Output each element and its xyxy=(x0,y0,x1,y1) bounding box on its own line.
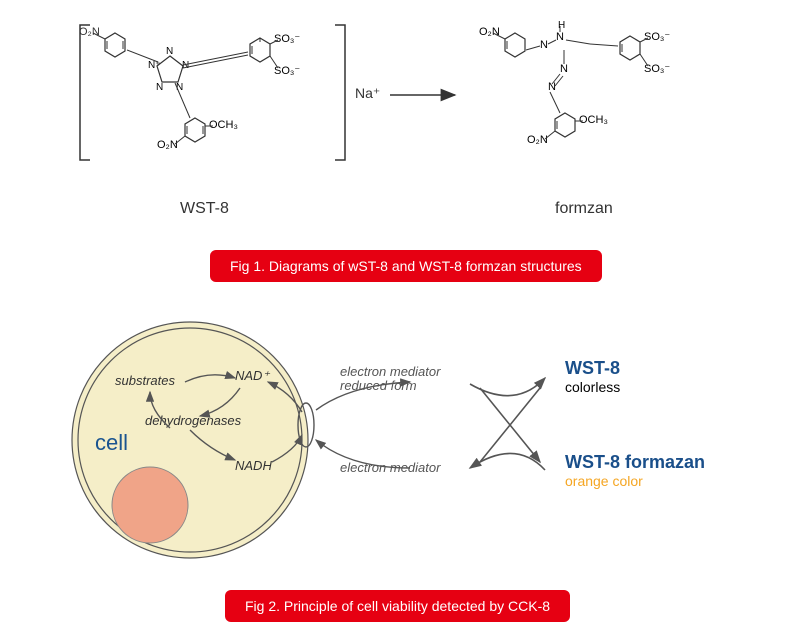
svg-text:H: H xyxy=(558,20,565,31)
svg-text:OCH₃: OCH₃ xyxy=(209,119,238,131)
svg-text:N⁺: N⁺ xyxy=(148,60,161,71)
fig1-caption: Fig 1. Diagrams of wST-8 and WST-8 formz… xyxy=(210,250,602,282)
nad-text: NAD⁺ xyxy=(235,368,270,383)
svg-text:N: N xyxy=(156,82,163,93)
svg-text:SO₃⁻: SO₃⁻ xyxy=(644,63,670,75)
formazan-orange: orange color xyxy=(565,473,705,489)
mediator-ox-text: electron mediator xyxy=(340,460,440,475)
svg-text:SO₃⁻: SO₃⁻ xyxy=(274,65,300,77)
formazan-name: WST-8 formazan xyxy=(565,452,705,473)
formazan-block: WST-8 formazan orange color xyxy=(565,452,705,489)
fig1-svg: O₂N N N N N N⁺ SO₃⁻ SO₃⁻ xyxy=(60,10,740,210)
svg-text:N: N xyxy=(560,63,568,75)
svg-text:SO₃⁻: SO₃⁻ xyxy=(274,33,300,45)
svg-text:O₂N: O₂N xyxy=(527,134,548,146)
svg-text:N: N xyxy=(556,31,564,43)
counterion-text: Na⁺ xyxy=(355,85,380,101)
nucleus xyxy=(112,467,188,543)
cell-text: cell xyxy=(95,430,128,455)
svg-text:O₂N: O₂N xyxy=(157,139,178,151)
fig2-svg: cell substrates NAD⁺ dehydrogenases NADH xyxy=(40,310,760,570)
svg-text:N: N xyxy=(540,39,548,51)
dehydrogenases-text: dehydrogenases xyxy=(145,413,242,428)
svg-text:OCH₃: OCH₃ xyxy=(579,114,608,126)
wst8-label: WST-8 xyxy=(180,200,229,218)
svg-text:SO₃⁻: SO₃⁻ xyxy=(644,31,670,43)
svg-text:N: N xyxy=(166,46,173,57)
wst8-colorless: colorless xyxy=(565,379,620,395)
wst8-block: WST-8 colorless xyxy=(565,358,620,395)
wst8-name: WST-8 xyxy=(565,358,620,379)
fig2-caption: Fig 2. Principle of cell viability detec… xyxy=(225,590,570,622)
svg-text:O₂N: O₂N xyxy=(479,26,500,38)
svg-text:O₂N: O₂N xyxy=(79,26,100,38)
svg-text:N: N xyxy=(548,81,556,93)
fig2-area: cell substrates NAD⁺ dehydrogenases NADH… xyxy=(40,310,760,570)
formazan-label: formzan xyxy=(555,200,613,218)
svg-text:N: N xyxy=(182,60,189,71)
fig1-area: O₂N N N N N N⁺ SO₃⁻ SO₃⁻ xyxy=(60,10,740,210)
mediator-reduced-text: electron mediator reduced form xyxy=(340,365,460,394)
substrates-text: substrates xyxy=(115,373,175,388)
nadh-text: NADH xyxy=(235,458,272,473)
